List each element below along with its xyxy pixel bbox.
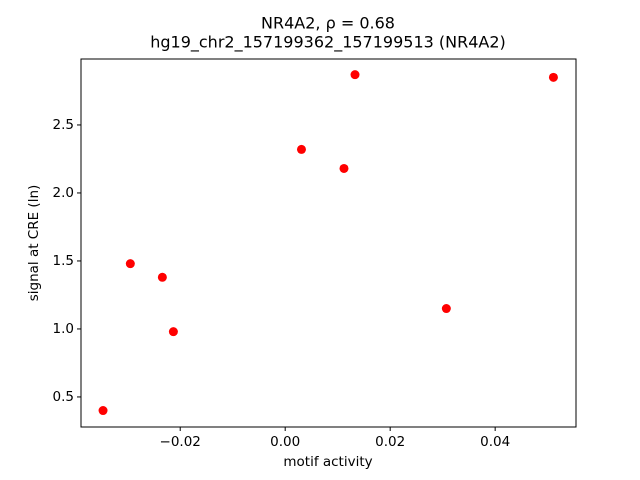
y-tick-label: 2.0 xyxy=(53,185,74,201)
y-tick-label: 1.0 xyxy=(53,321,74,337)
plot-frame xyxy=(80,58,577,428)
x-tick-label: 0.02 xyxy=(375,434,405,450)
point xyxy=(339,163,349,173)
x-tick-label: 0.00 xyxy=(270,434,300,450)
y-tick-label: 0.5 xyxy=(53,389,74,405)
x-axis-label: motif activity xyxy=(283,454,372,470)
point xyxy=(350,70,360,80)
chart-subtitle: hg19_chr2_157199362_157199513 (NR4A2) xyxy=(150,33,506,53)
y-axis-label: signal at CRE (ln) xyxy=(26,185,42,302)
y-tick-label: 2.5 xyxy=(53,117,74,133)
point xyxy=(125,259,135,269)
point xyxy=(157,272,167,282)
point xyxy=(168,327,178,337)
y-tick-label: 1.5 xyxy=(53,253,74,269)
point xyxy=(548,72,558,82)
x-tick-label: 0.04 xyxy=(480,434,510,450)
x-tick-label: −0.02 xyxy=(160,434,201,450)
point xyxy=(441,304,451,314)
chart-title: NR4A2, ρ = 0.68 xyxy=(261,14,395,33)
point xyxy=(296,144,306,154)
point xyxy=(98,406,108,416)
